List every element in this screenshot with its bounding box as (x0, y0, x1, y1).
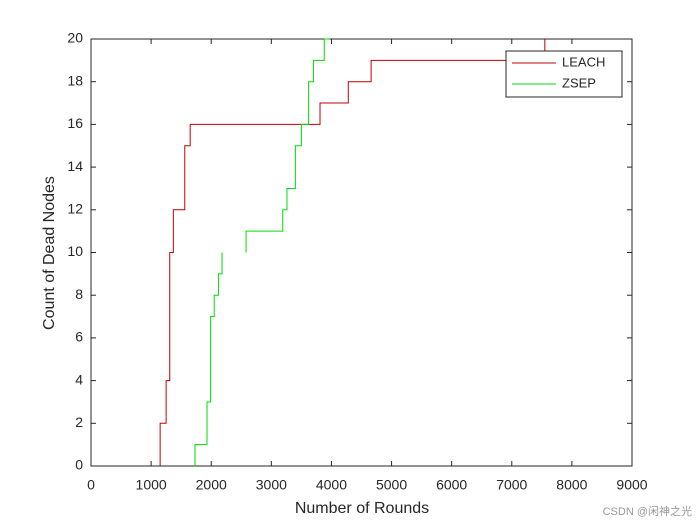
plot-frame (90, 38, 633, 467)
x-tick-label: 9000 (616, 477, 647, 493)
series-line (194, 38, 330, 466)
x-tick-label: 4000 (316, 477, 347, 493)
x-tick-label: 1000 (136, 477, 167, 493)
y-tick-label: 4 (75, 371, 83, 387)
x-tick-label: 8000 (556, 477, 587, 493)
y-tick-label: 20 (67, 30, 83, 46)
x-tick-label: 3000 (256, 477, 287, 493)
y-tick-label: 10 (67, 243, 83, 259)
x-tick-label: 7000 (496, 477, 527, 493)
series-line (159, 39, 546, 466)
y-tick-label: 16 (67, 115, 83, 131)
y-tick-label: 12 (67, 201, 83, 217)
x-tick-label: 6000 (436, 477, 467, 493)
y-tick-label: 2 (75, 414, 83, 430)
y-tick-label: 18 (67, 72, 83, 88)
y-tick-label: 6 (75, 329, 83, 345)
x-tick-label: 5000 (376, 477, 407, 493)
y-tick-label: 0 (75, 457, 83, 473)
y-tick-label: 14 (67, 158, 83, 174)
legend-label: ZSEP (562, 75, 596, 90)
y-tick-label: 8 (75, 286, 83, 302)
x-tick-label: 2000 (196, 477, 227, 493)
x-tick-label: 0 (87, 477, 95, 493)
x-axis-label: Number of Rounds (295, 500, 429, 517)
y-axis-label: Count of Dead Nodes (41, 176, 58, 330)
legend-label: LEACH (562, 54, 605, 69)
watermark: CSDN @闲神之光 (603, 504, 692, 518)
legend-box (505, 50, 623, 98)
